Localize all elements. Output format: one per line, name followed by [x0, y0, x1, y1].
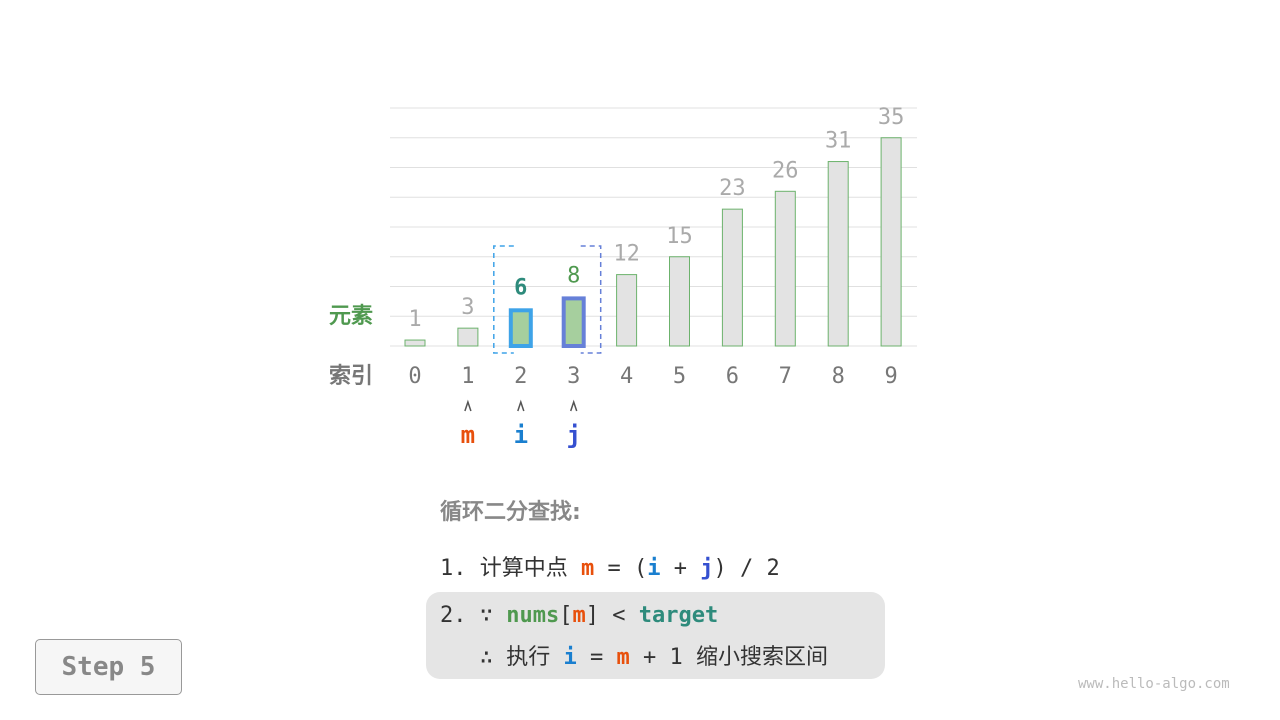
- bar: [669, 256, 690, 347]
- step-line-2: 2. ∵ nums[m] < target: [440, 603, 719, 628]
- bar: [721, 208, 743, 347]
- row-label-index: 索引: [329, 364, 373, 389]
- bar-value-label: 23: [719, 176, 746, 201]
- index-label: 2: [514, 364, 527, 389]
- steps-title: 循环二分查找:: [440, 500, 581, 525]
- index-label: 9: [884, 364, 897, 389]
- index-label: 5: [673, 364, 686, 389]
- pointer-i: i: [514, 421, 528, 449]
- bar: [616, 274, 638, 347]
- index-label: 0: [408, 364, 421, 389]
- index-label: 3: [567, 364, 580, 389]
- step-button[interactable]: Step 5: [35, 639, 182, 695]
- bar-value-label: 6: [514, 275, 527, 300]
- pointer-m: m: [461, 421, 475, 449]
- bar-value-label: 3: [461, 295, 474, 320]
- pointer-arrow-icon: [569, 399, 578, 412]
- bar-value-label: 12: [613, 242, 640, 267]
- bar: [457, 327, 479, 347]
- bar-value-label: 15: [666, 224, 693, 249]
- bar-value-label: 8: [567, 263, 580, 288]
- pointer-arrow-icon: [517, 399, 525, 412]
- index-label: 1: [461, 364, 474, 389]
- bar: [508, 308, 533, 348]
- step-line-1: 1. 计算中点 m = (i + j) / 2: [440, 556, 780, 581]
- bar-value-label: 1: [408, 307, 421, 332]
- current-step-highlight: [426, 592, 885, 679]
- bar-value-label: 26: [772, 158, 799, 183]
- bar: [404, 339, 426, 347]
- pointer-j: j: [566, 421, 580, 449]
- bar: [774, 190, 796, 347]
- watermark: www.hello-algo.com: [1078, 676, 1230, 692]
- step-line-3: ∴ 执行 i = m + 1 缩小搜索区间: [479, 645, 829, 670]
- index-label: 7: [779, 364, 792, 389]
- bar-value-label: 31: [825, 129, 852, 154]
- index-label: 8: [832, 364, 845, 389]
- pointer-arrow-icon: [464, 399, 472, 412]
- index-label: 4: [620, 364, 633, 389]
- bar: [880, 137, 902, 347]
- bar: [827, 161, 849, 347]
- index-label: 6: [726, 364, 739, 389]
- row-label-value: 元素: [329, 303, 373, 329]
- search-interval-left-bracket: [493, 245, 514, 354]
- bar: [561, 296, 586, 348]
- search-interval-right-bracket: [580, 245, 602, 354]
- bar-value-label: 35: [878, 105, 905, 130]
